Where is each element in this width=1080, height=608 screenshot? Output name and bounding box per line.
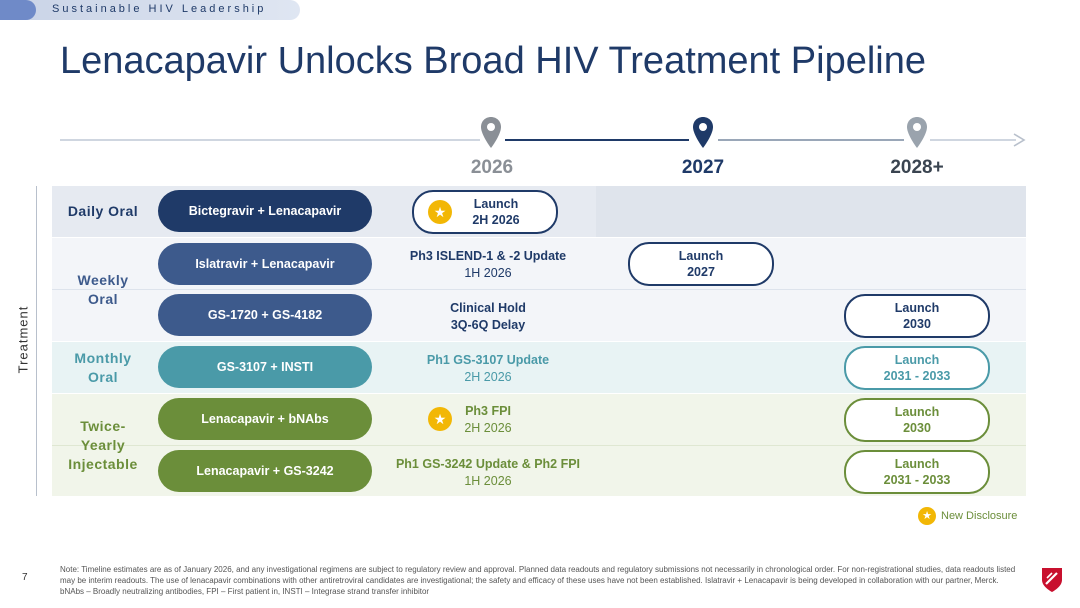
milestone-date: 2H 2026 bbox=[464, 421, 512, 435]
arrow-right-icon bbox=[1013, 133, 1026, 147]
launch-label: Launch bbox=[473, 197, 519, 211]
milestone-islatravir: Ph3 ISLEND-1 & -2 Update 1H 2026 bbox=[368, 248, 608, 282]
gilead-logo-icon bbox=[1042, 568, 1062, 592]
map-pin-icon bbox=[907, 117, 927, 148]
page-number: 7 bbox=[22, 572, 28, 583]
year-2026: 2026 bbox=[470, 157, 514, 178]
section-tag-marker bbox=[0, 0, 36, 20]
row-bg-daily-right bbox=[596, 186, 1026, 237]
section-tag-strip bbox=[0, 0, 300, 20]
map-pin-icon bbox=[481, 117, 501, 148]
regimen-pill: Lenacapavir + bNAbs bbox=[158, 398, 372, 440]
row-divider bbox=[52, 289, 1026, 290]
regimen-pill: GS-3107 + INSTI bbox=[158, 346, 372, 388]
star-icon: ★ bbox=[428, 407, 452, 431]
page-title: Lenacapavir Unlocks Broad HIV Treatment … bbox=[60, 40, 927, 82]
launch-label: Launch bbox=[894, 457, 940, 471]
timeline-line-mid bbox=[505, 139, 689, 141]
launch-date: 2H 2026 bbox=[472, 213, 520, 227]
launch-date: 2030 bbox=[903, 317, 931, 331]
launch-label: Launch bbox=[894, 405, 940, 419]
launch-date: 2031 - 2033 bbox=[883, 473, 951, 487]
section-tag-label: Sustainable HIV Leadership bbox=[52, 3, 267, 15]
category-daily-oral: Daily Oral bbox=[67, 203, 139, 219]
milestone-gs3107: Ph1 GS-3107 Update 2H 2026 bbox=[368, 352, 608, 386]
timeline-line-right bbox=[718, 139, 904, 141]
launch-box-gs3242: Launch 2031 - 2033 bbox=[844, 450, 990, 494]
regimen-pill: Islatravir + Lenacapavir bbox=[158, 243, 372, 285]
row-divider bbox=[52, 445, 1026, 446]
milestone-gs3242: Ph1 GS-3242 Update & Ph2 FPI 1H 2026 bbox=[368, 456, 608, 490]
launch-date: 2027 bbox=[687, 265, 715, 279]
category-monthly-oral: Monthly Oral bbox=[74, 349, 132, 385]
launch-label: Launch bbox=[678, 249, 724, 263]
milestone-bnabs: Ph3 FPI 2H 2026 bbox=[368, 403, 608, 437]
launch-box-gs3107: Launch 2031 - 2033 bbox=[844, 346, 990, 390]
map-pin-icon bbox=[693, 117, 713, 148]
milestone-date: 2H 2026 bbox=[464, 370, 512, 384]
legend-new-disclosure: New Disclosure bbox=[941, 510, 1018, 522]
launch-box-islatravir: Launch 2027 bbox=[628, 242, 774, 286]
regimen-pill: Bictegravir + Lenacapavir bbox=[158, 190, 372, 232]
milestone-date: 1H 2026 bbox=[464, 266, 512, 280]
star-icon: ★ bbox=[428, 200, 452, 224]
milestone-date: 1H 2026 bbox=[464, 474, 512, 488]
milestone-gs1720: Clinical Hold 3Q-6Q Delay bbox=[368, 300, 608, 334]
launch-box-bictegravir: Launch 2H 2026 bbox=[412, 190, 558, 234]
category-twice-yearly: Twice-Yearly Injectable bbox=[68, 417, 138, 472]
launch-box-bnabs: Launch 2030 bbox=[844, 398, 990, 442]
footnote: Note: Timeline estimates are as of Janua… bbox=[60, 565, 1016, 596]
launch-date: 2031 - 2033 bbox=[883, 369, 951, 383]
launch-label: Launch bbox=[894, 353, 940, 367]
launch-box-gs1720: Launch 2030 bbox=[844, 294, 990, 338]
side-axis-line bbox=[36, 186, 37, 496]
launch-label: Launch bbox=[894, 301, 940, 315]
timeline-line-left bbox=[60, 139, 480, 141]
milestone-date: 3Q-6Q Delay bbox=[450, 318, 526, 332]
year-2028-plus: 2028+ bbox=[890, 157, 944, 178]
regimen-pill: Lenacapavir + GS-3242 bbox=[158, 450, 372, 492]
milestone-label: Ph3 ISLEND-1 & -2 Update bbox=[409, 249, 567, 263]
timeline-line-end bbox=[930, 139, 1016, 141]
side-label-treatment: Treatment bbox=[15, 305, 31, 374]
milestone-label: Ph1 GS-3107 Update bbox=[426, 353, 550, 367]
milestone-label: Ph3 FPI bbox=[465, 404, 511, 418]
regimen-pill: GS-1720 + GS-4182 bbox=[158, 294, 372, 336]
star-icon: ★ bbox=[918, 507, 936, 525]
launch-date: 2030 bbox=[903, 421, 931, 435]
milestone-label: Clinical Hold bbox=[450, 301, 526, 315]
category-weekly-oral: Weekly Oral bbox=[77, 271, 129, 307]
milestone-label: Ph1 GS-3242 Update & Ph2 FPI bbox=[395, 457, 581, 471]
year-2027: 2027 bbox=[681, 157, 725, 178]
